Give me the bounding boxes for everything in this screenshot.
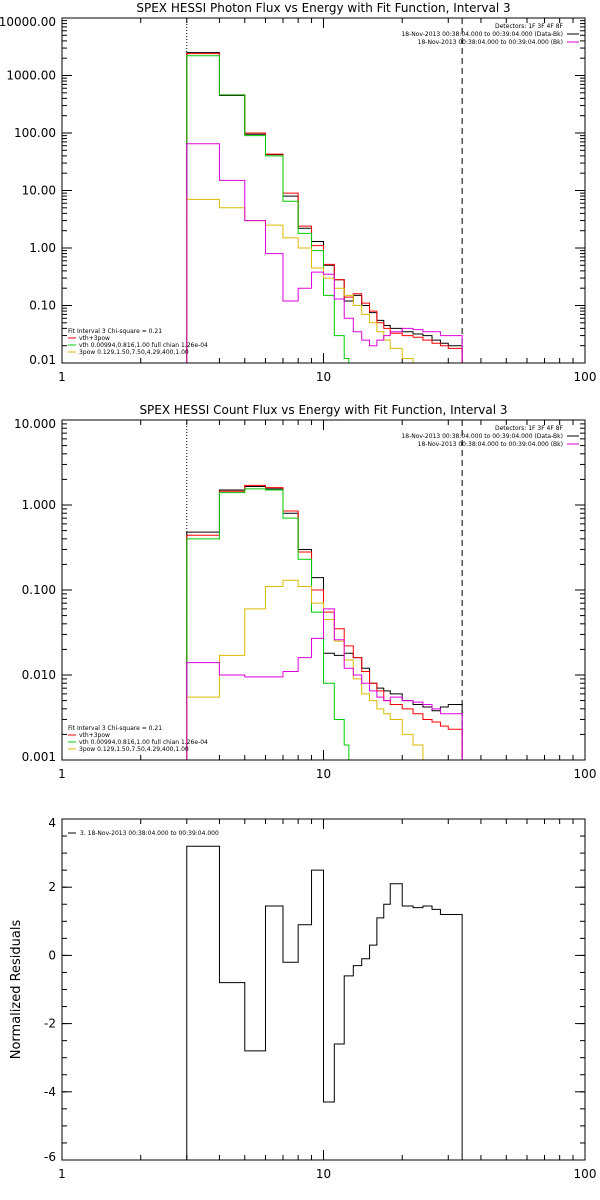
x-tick-label: 100 [574,370,597,384]
plot-frame [61,419,586,761]
x-tick-label: 1 [58,767,66,781]
y-tick-label: 0.001 [22,750,56,764]
y-tick-label: -2 [44,1017,56,1031]
chart-title: SPEX HESSI Count Flux vs Energy with Fit… [139,403,507,417]
legend-bottom-left-entry: vth 0.00994,0.816,1.00 full chian 1.26e-… [79,342,208,349]
series-5-histogram [186,143,463,363]
legend-bottom-left-entry: 3pow 0.129,1.50,7.50,4.29,400,1.00 [79,349,189,356]
y-tick-label: 10.00 [22,184,56,198]
panel-2: SPEX HESSI Count Flux vs Energy with Fit… [14,403,596,781]
x-tick-label: 100 [574,1167,597,1181]
y-tick-label: 2 [48,880,56,894]
y-tick-label: 0.010 [22,668,56,682]
legend-bottom-left-entry: Fit Interval 3 Chi-square = 0.21 [68,725,162,732]
x-tick-label: 1 [58,1167,66,1181]
x-tick-label: 10 [316,767,331,781]
y-tick-label: 0.10 [29,299,56,313]
y-tick-label: 0.01 [29,353,56,367]
chart-title: SPEX HESSI Photon Flux vs Energy with Fi… [136,1,510,15]
y-tick-label: 1000.00 [6,69,56,83]
y-tick-label: 0.100 [22,583,56,597]
y-tick-label: -6 [44,1150,56,1164]
y-tick-label: -4 [44,1085,56,1099]
x-tick-label: 1 [58,370,66,384]
y-tick-label: 100.00 [14,126,56,140]
legend-bottom-left-entry: vth 0.00994,0.816,1.00 full chian 1.26e-… [79,739,208,746]
data-area [186,52,463,363]
series-2-histogram [186,53,463,363]
data-area [186,845,463,1160]
panel-1: SPEX HESSI Photon Flux vs Energy with Fi… [0,1,596,384]
y-tick-label: 4 [48,816,56,830]
plot-frame [61,818,586,1161]
series-4-histogram [186,198,423,363]
legend-top-right-entry: 18-Nov-2013 00:38:04.000 to 00:39:04.000… [401,433,563,440]
series-3-histogram [186,488,350,760]
series-1-histogram [186,845,463,1160]
data-area [186,484,463,760]
legend-bottom-left-entry: Fit Interval 3 Chi-square = 0.21 [68,328,162,335]
x-tick-label: 100 [574,767,597,781]
series-5-histogram [186,608,463,760]
plot-frame [61,17,586,364]
y-tick-label: 10000.00 [0,15,56,29]
x-tick-label: 10 [316,370,331,384]
series-1-histogram [186,486,463,760]
y-tick-label: 1.00 [29,241,56,255]
series-2-histogram [186,484,463,760]
y-tick-label: 1.000 [22,498,56,512]
legend-bottom-left-entry: vth+3pow [79,732,110,739]
legend-top-right-entry: Detectors: 1F 3F 4F 8F [495,425,564,432]
legend-bottom-left-entry: vth+3pow [79,335,110,342]
y-tick-label: 10.000 [14,417,56,431]
legend-bottom-left-entry: 3pow 0.129,1.50,7.50,4.29,400,1.00 [79,746,189,753]
legend-top-right-entry: 18-Nov-2013 00:38:04.000 to 00:39:04.000… [418,441,563,448]
x-tick-label: 10 [316,1167,331,1181]
series-4-histogram [186,579,424,760]
legend-top-right-entry: 18-Nov-2013 00:38:04.000 to 00:39:04.000… [401,31,563,38]
panel-3: 1 10 100 -6 -4 -2 0 2 4 Normalized Residuals 3. 18… [9,816,596,1181]
legend-top-right-entry: Detectors: 1F 3F 4F 8F [495,23,564,30]
series-3-histogram [186,55,350,363]
y-tick-label: 0 [48,948,56,962]
legend-top-left-entry: 3. 18-Nov-2013 00:38:04.000 to 00:39:04.… [80,830,219,837]
legend-top-right-entry: 18-Nov-2013 00:38:04.000 to 00:39:04.000… [418,39,563,46]
y-axis-label: Normalized Residuals [9,920,24,1060]
